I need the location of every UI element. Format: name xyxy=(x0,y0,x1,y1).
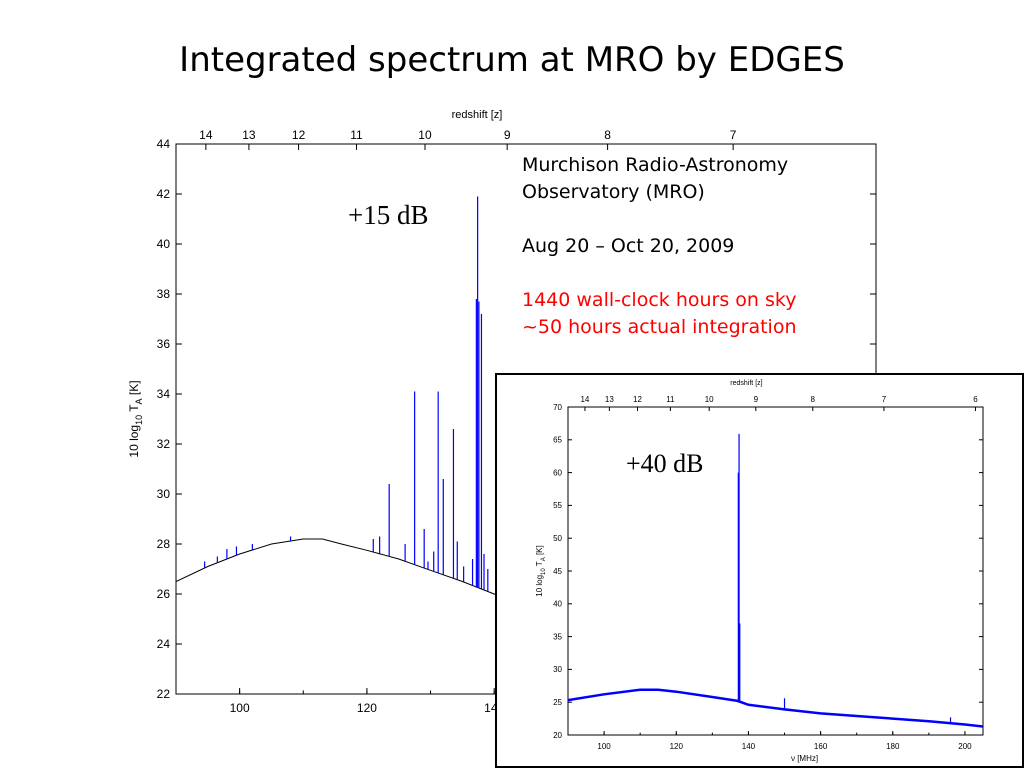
top-tick-label: 7 xyxy=(882,395,887,404)
x-tick-label: 200 xyxy=(958,742,972,751)
x-tick-label: 100 xyxy=(597,742,611,751)
x-tick-label: 140 xyxy=(742,742,756,751)
y-label-text: [K] xyxy=(535,545,544,557)
y-tick-label: 42 xyxy=(157,187,171,201)
top-tick-label: 14 xyxy=(199,128,213,142)
y-label-subscript: 10 xyxy=(134,415,144,425)
y-tick-label: 44 xyxy=(157,137,171,151)
x-tick-label: 120 xyxy=(670,742,684,751)
y-tick-label: 30 xyxy=(157,487,171,501)
y-tick-label: 70 xyxy=(553,403,562,412)
spectrum-baseline xyxy=(176,538,546,617)
top-tick-label: 11 xyxy=(350,128,363,142)
y-tick-label: 50 xyxy=(553,534,562,543)
y-tick-label: 36 xyxy=(157,337,171,351)
series-group xyxy=(176,196,546,617)
y-tick-label: 26 xyxy=(157,587,171,601)
y-label-text: 10 log xyxy=(535,575,544,597)
top-tick-label: 10 xyxy=(418,128,432,142)
top-tick-label: 13 xyxy=(242,128,256,142)
top-tick-label: 6 xyxy=(973,395,978,404)
top-tick-label: 8 xyxy=(604,128,611,142)
y-tick-label: 32 xyxy=(157,437,171,451)
notes-line-observatory: Murchison Radio-Astronomy xyxy=(522,154,789,176)
y-tick-label: 34 xyxy=(157,387,171,401)
y-label-text: [K] xyxy=(127,380,141,398)
observation-notes: Murchison Radio-Astronomy Observatory (M… xyxy=(522,152,882,341)
main-gain-annotation: +15 dB xyxy=(348,200,429,230)
top-axis-label: redshift [z] xyxy=(730,380,762,387)
y-tick-label: 24 xyxy=(157,637,171,651)
x-tick-label: 100 xyxy=(230,701,250,715)
y-tick-label: 60 xyxy=(553,468,562,477)
y-tick-label: 40 xyxy=(157,237,171,251)
top-tick-label: 9 xyxy=(754,395,759,404)
top-tick-label: 8 xyxy=(811,395,816,404)
y-label-text: T xyxy=(535,561,544,568)
y-label-text: 10 log xyxy=(127,425,141,458)
notes-line-wallclock: 1440 wall-clock hours on sky xyxy=(522,289,797,311)
top-tick-label: 10 xyxy=(705,395,714,404)
series-group xyxy=(568,433,983,728)
y-label-subscript: 10 xyxy=(541,568,547,575)
top-tick-label: 12 xyxy=(292,128,306,142)
slide-title: Integrated spectrum at MRO by EDGES xyxy=(179,40,845,80)
y-tick-label: 25 xyxy=(553,698,562,707)
spectrum-baseline xyxy=(568,688,983,728)
inset-spectrum-chart: 20 25 30 35 40 45 50 55 60 65 70 100 120 140 160 180 200… xyxy=(535,380,984,763)
y-tick-label: 30 xyxy=(553,665,562,674)
y-tick-label: 28 xyxy=(157,537,171,551)
inset-panel: 20 25 30 35 40 45 50 55 60 65 70 100 120 140 160 180 200… xyxy=(495,373,1024,768)
y-tick-label: 22 xyxy=(157,687,171,701)
top-tick-label: 13 xyxy=(605,395,614,404)
top-tick-label: 11 xyxy=(666,395,675,404)
y-tick-label: 45 xyxy=(553,567,562,576)
x-tick-label: 120 xyxy=(357,701,377,715)
x-tick-label: 160 xyxy=(814,742,828,751)
x-tick-label: 180 xyxy=(886,742,900,751)
y-label-subscript: A xyxy=(134,398,144,404)
y-tick-label: 40 xyxy=(553,600,562,609)
y-axis-label: 10 log10 TA [K] xyxy=(535,545,547,596)
y-axis-label: 10 log10 TA [K] xyxy=(127,380,144,457)
y-tick-label: 65 xyxy=(553,436,562,445)
notes-line-observatory-abbrev: Observatory (MRO) xyxy=(522,181,705,203)
top-tick-label: 9 xyxy=(504,128,511,142)
y-tick-label: 20 xyxy=(553,731,562,740)
top-tick-label: 7 xyxy=(730,128,737,142)
top-tick-label: 12 xyxy=(633,395,642,404)
y-label-subscript: A xyxy=(541,557,547,561)
y-tick-label: 38 xyxy=(157,287,171,301)
x-axis-label: ν [MHz] xyxy=(791,754,818,763)
top-axis-label: redshift [z] xyxy=(452,109,503,121)
inset-gain-annotation: +40 dB xyxy=(626,449,704,478)
notes-line-integration: ~50 hours actual integration xyxy=(522,316,797,338)
top-tick-label: 14 xyxy=(580,395,589,404)
y-tick-label: 55 xyxy=(553,501,562,510)
y-label-text: T xyxy=(127,404,141,415)
notes-line-dates: Aug 20 – Oct 20, 2009 xyxy=(522,235,735,257)
y-tick-label: 35 xyxy=(553,632,562,641)
